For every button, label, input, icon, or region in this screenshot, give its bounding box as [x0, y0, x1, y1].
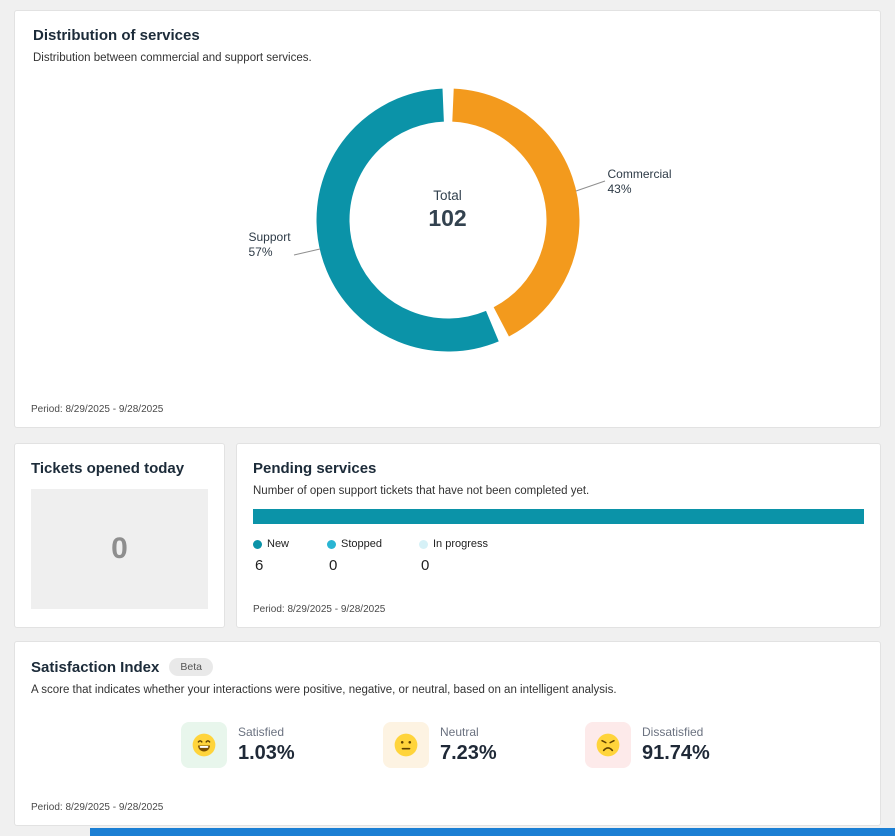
neutral-metric: Neutral 7.23%	[383, 722, 585, 768]
distribution-donut-chart	[293, 88, 605, 352]
distribution-period: Period: 8/29/2025 - 9/28/2025	[31, 404, 164, 415]
satisfaction-index-card: Satisfaction Index Beta A score that ind…	[14, 641, 881, 826]
support-label: Support	[248, 230, 291, 244]
neutral-label: Neutral	[440, 725, 479, 739]
tickets-title: Tickets opened today	[31, 460, 185, 477]
donut-segment-commercial	[316, 88, 579, 352]
neutral-value: 7.23%	[440, 742, 497, 764]
distribution-card: Distribution of services Distribution be…	[14, 10, 881, 428]
dissatisfied-value: 91.74%	[642, 742, 710, 764]
donut-segment-support	[316, 88, 579, 352]
legend-dot-new-icon	[253, 539, 262, 549]
commercial-slice-label: Commercial 43%	[608, 167, 672, 197]
satisfaction-subtitle: A score that indicates whether your inte…	[31, 684, 617, 696]
legend-item-new: New 6	[253, 538, 327, 574]
satisfied-metric: Satisfied 1.03%	[181, 722, 383, 768]
satisfied-face-icon	[192, 733, 216, 757]
legend-label-stopped: Stopped	[341, 538, 382, 550]
distribution-subtitle: Distribution between commercial and supp…	[33, 52, 312, 64]
support-slice-label: Support 57%	[249, 230, 291, 260]
pending-stacked-bar	[253, 509, 864, 524]
neutral-emoji-box	[383, 722, 429, 768]
satisfied-value: 1.03%	[238, 742, 295, 764]
satisfied-label: Satisfied	[238, 725, 285, 739]
pending-subtitle: Number of open support tickets that have…	[253, 485, 590, 497]
dissatisfied-label: Dissatisfied	[642, 725, 704, 739]
support-percent: 57%	[248, 245, 273, 259]
commercial-percent: 43%	[607, 182, 632, 196]
legend-item-stopped: Stopped 0	[327, 538, 419, 574]
support-pointer-line	[293, 248, 320, 256]
donut-center-text: Total 102	[388, 188, 508, 232]
beta-badge: Beta	[169, 658, 213, 676]
satisfaction-period: Period: 8/29/2025 - 9/28/2025	[31, 802, 164, 813]
dissatisfied-metric: Dissatisfied 91.74%	[585, 722, 787, 768]
horizontal-scrollbar[interactable]	[90, 828, 895, 836]
dissatisfied-face-icon	[596, 733, 620, 757]
legend-value-new: 6	[255, 557, 264, 574]
donut-chart-area: Total 102 Commercial 43% Support 57%	[118, 70, 778, 370]
donut-total-value: 102	[428, 205, 467, 231]
pending-legend: New 6 Stopped 0 In progress 0	[253, 538, 864, 574]
pending-title: Pending services	[253, 460, 377, 477]
legend-value-stopped: 0	[329, 557, 338, 574]
distribution-title: Distribution of services	[33, 27, 200, 44]
commercial-label: Commercial	[607, 167, 672, 181]
legend-item-in-progress: In progress 0	[419, 538, 488, 574]
tickets-count-value: 0	[111, 532, 128, 565]
commercial-pointer-line	[575, 180, 605, 192]
donut-total-label: Total	[433, 188, 462, 203]
legend-dot-in-progress-icon	[419, 539, 428, 549]
neutral-face-icon	[394, 733, 418, 757]
pending-period: Period: 8/29/2025 - 9/28/2025	[253, 604, 386, 615]
legend-value-in-progress: 0	[421, 557, 430, 574]
legend-label-in-progress: In progress	[433, 538, 489, 550]
satisfaction-metrics-row: Satisfied 1.03% Neutral 7.23%	[31, 722, 864, 768]
legend-dot-stopped-icon	[327, 539, 336, 549]
legend-label-new: New	[267, 538, 290, 550]
satisfaction-title: Satisfaction Index	[31, 658, 160, 676]
tickets-opened-today-card: Tickets opened today 0	[14, 443, 225, 628]
pending-services-card: Pending services Number of open support …	[236, 443, 881, 628]
dissatisfied-emoji-box	[585, 722, 631, 768]
tickets-count-box: 0	[31, 489, 208, 609]
satisfied-emoji-box	[181, 722, 227, 768]
